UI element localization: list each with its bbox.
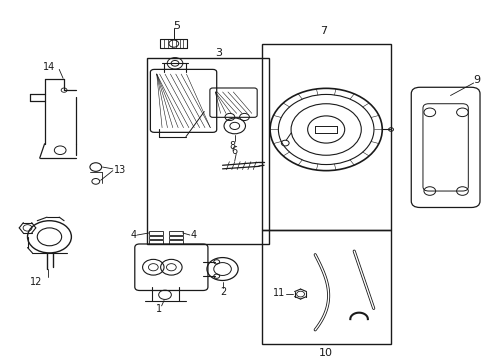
Text: 3: 3 <box>215 48 222 58</box>
Bar <box>168 231 182 235</box>
Text: 4: 4 <box>130 230 136 240</box>
Text: 7: 7 <box>320 26 326 36</box>
Bar <box>149 236 163 239</box>
Text: 1: 1 <box>156 304 162 314</box>
Text: 5: 5 <box>172 21 180 31</box>
Text: 13: 13 <box>114 165 126 175</box>
Bar <box>149 240 163 244</box>
Bar <box>168 236 182 239</box>
Text: 14: 14 <box>43 62 56 72</box>
Bar <box>168 240 182 244</box>
Text: 6: 6 <box>231 146 237 156</box>
Text: 9: 9 <box>472 75 480 85</box>
Text: 10: 10 <box>319 348 332 358</box>
Bar <box>261 230 390 344</box>
Bar <box>149 231 163 235</box>
Text: 2: 2 <box>220 287 226 297</box>
Text: 4: 4 <box>190 230 197 240</box>
Text: 12: 12 <box>30 276 42 287</box>
Bar <box>261 44 390 230</box>
Text: 8: 8 <box>229 141 235 150</box>
Bar <box>147 58 268 244</box>
Bar <box>160 39 187 48</box>
Text: 11: 11 <box>272 288 285 298</box>
